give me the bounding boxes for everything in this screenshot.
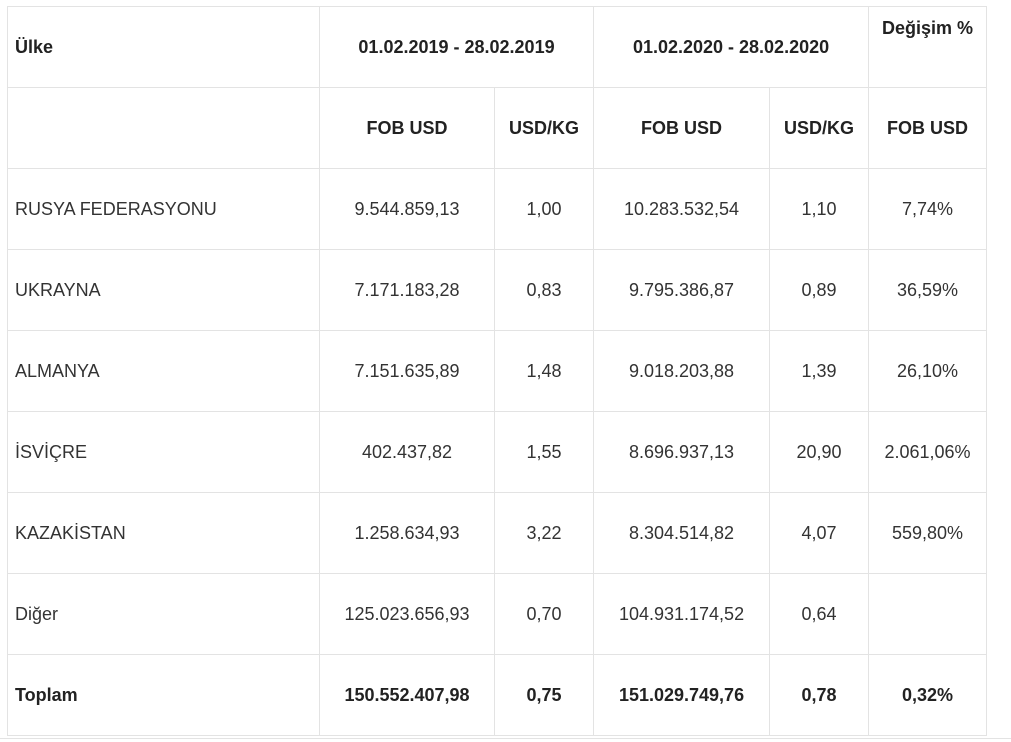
fob-2019-header: FOB USD (319, 87, 495, 169)
usdkg-2020-cell: 1,39 (769, 330, 870, 412)
fob-2019-cell: 7.171.183,28 (319, 249, 495, 331)
usdkg-2019-cell: 3,22 (493, 492, 595, 574)
table-row: ALMANYA 7.151.635,89 1,48 9.018.203,88 1… (7, 330, 988, 412)
usdkg-2019-cell: 0,83 (493, 249, 595, 331)
usdkg-2020-cell: 1,10 (769, 168, 870, 250)
usdkg-2020-cell: 0,89 (769, 249, 870, 331)
table-row: İSVİÇRE 402.437,82 1,55 8.696.937,13 20,… (7, 411, 988, 493)
bottom-divider (0, 738, 1011, 739)
country-cell: RUSYA FEDERASYONU (7, 168, 320, 250)
subheader-empty-cell (7, 87, 320, 169)
total-change: 0,32% (868, 654, 988, 736)
fob-2020-cell: 9.795.386,87 (593, 249, 771, 331)
fob-2020-cell: 9.018.203,88 (593, 330, 771, 412)
usdkg-2020-cell: 0,64 (769, 573, 870, 655)
export-table: Ülke 01.02.2019 - 28.02.2019 01.02.2020 … (7, 6, 988, 736)
country-cell: ALMANYA (7, 330, 320, 412)
fob-2020-cell: 104.931.174,52 (593, 573, 771, 655)
header-row: Ülke 01.02.2019 - 28.02.2019 01.02.2020 … (7, 6, 988, 88)
table-container: Ülke 01.02.2019 - 28.02.2019 01.02.2020 … (7, 6, 988, 736)
fob-2019-cell: 125.023.656,93 (319, 573, 495, 655)
usdkg-2020-cell: 4,07 (769, 492, 870, 574)
country-cell: Diğer (7, 573, 320, 655)
change-cell: 26,10% (868, 330, 988, 412)
fob-2020-header: FOB USD (593, 87, 771, 169)
usdkg-2020-header: USD/KG (769, 87, 870, 169)
usdkg-2019-cell: 1,00 (493, 168, 595, 250)
country-header: Ülke (7, 6, 320, 88)
fob-2019-cell: 7.151.635,89 (319, 330, 495, 412)
period-2020-header: 01.02.2020 - 28.02.2020 (593, 6, 870, 88)
fob-2019-cell: 9.544.859,13 (319, 168, 495, 250)
usdkg-2019-cell: 1,48 (493, 330, 595, 412)
total-fob-2019: 150.552.407,98 (319, 654, 495, 736)
total-label: Toplam (7, 654, 320, 736)
total-usdkg-2020: 0,78 (769, 654, 870, 736)
fob-2020-cell: 8.304.514,82 (593, 492, 771, 574)
fob-2019-cell: 1.258.634,93 (319, 492, 495, 574)
change-cell: 7,74% (868, 168, 988, 250)
subheader-row: FOB USD USD/KG FOB USD USD/KG FOB USD (7, 87, 988, 169)
country-cell: UKRAYNA (7, 249, 320, 331)
change-header: Değişim % (868, 6, 988, 88)
total-usdkg-2019: 0,75 (493, 654, 595, 736)
country-cell: İSVİÇRE (7, 411, 320, 493)
fob-change-header: FOB USD (868, 87, 988, 169)
fob-2020-cell: 8.696.937,13 (593, 411, 771, 493)
change-cell: 2.061,06% (868, 411, 988, 493)
usdkg-2019-cell: 1,55 (493, 411, 595, 493)
change-cell: 559,80% (868, 492, 988, 574)
usdkg-2020-cell: 20,90 (769, 411, 870, 493)
total-fob-2020: 151.029.749,76 (593, 654, 771, 736)
table-row: KAZAKİSTAN 1.258.634,93 3,22 8.304.514,8… (7, 492, 988, 574)
usdkg-2019-header: USD/KG (493, 87, 595, 169)
table-row: RUSYA FEDERASYONU 9.544.859,13 1,00 10.2… (7, 168, 988, 250)
table-row: UKRAYNA 7.171.183,28 0,83 9.795.386,87 0… (7, 249, 988, 331)
fob-2020-cell: 10.283.532,54 (593, 168, 771, 250)
country-cell: KAZAKİSTAN (7, 492, 320, 574)
table-row: Diğer 125.023.656,93 0,70 104.931.174,52… (7, 573, 988, 655)
fob-2019-cell: 402.437,82 (319, 411, 495, 493)
usdkg-2019-cell: 0,70 (493, 573, 595, 655)
total-row: Toplam 150.552.407,98 0,75 151.029.749,7… (7, 654, 988, 736)
change-cell (868, 573, 988, 655)
change-cell: 36,59% (868, 249, 988, 331)
period-2019-header: 01.02.2019 - 28.02.2019 (318, 6, 595, 88)
